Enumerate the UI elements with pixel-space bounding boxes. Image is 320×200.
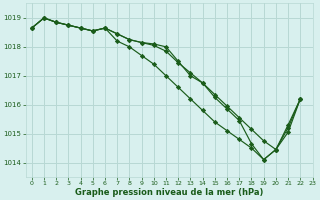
X-axis label: Graphe pression niveau de la mer (hPa): Graphe pression niveau de la mer (hPa)	[75, 188, 263, 197]
